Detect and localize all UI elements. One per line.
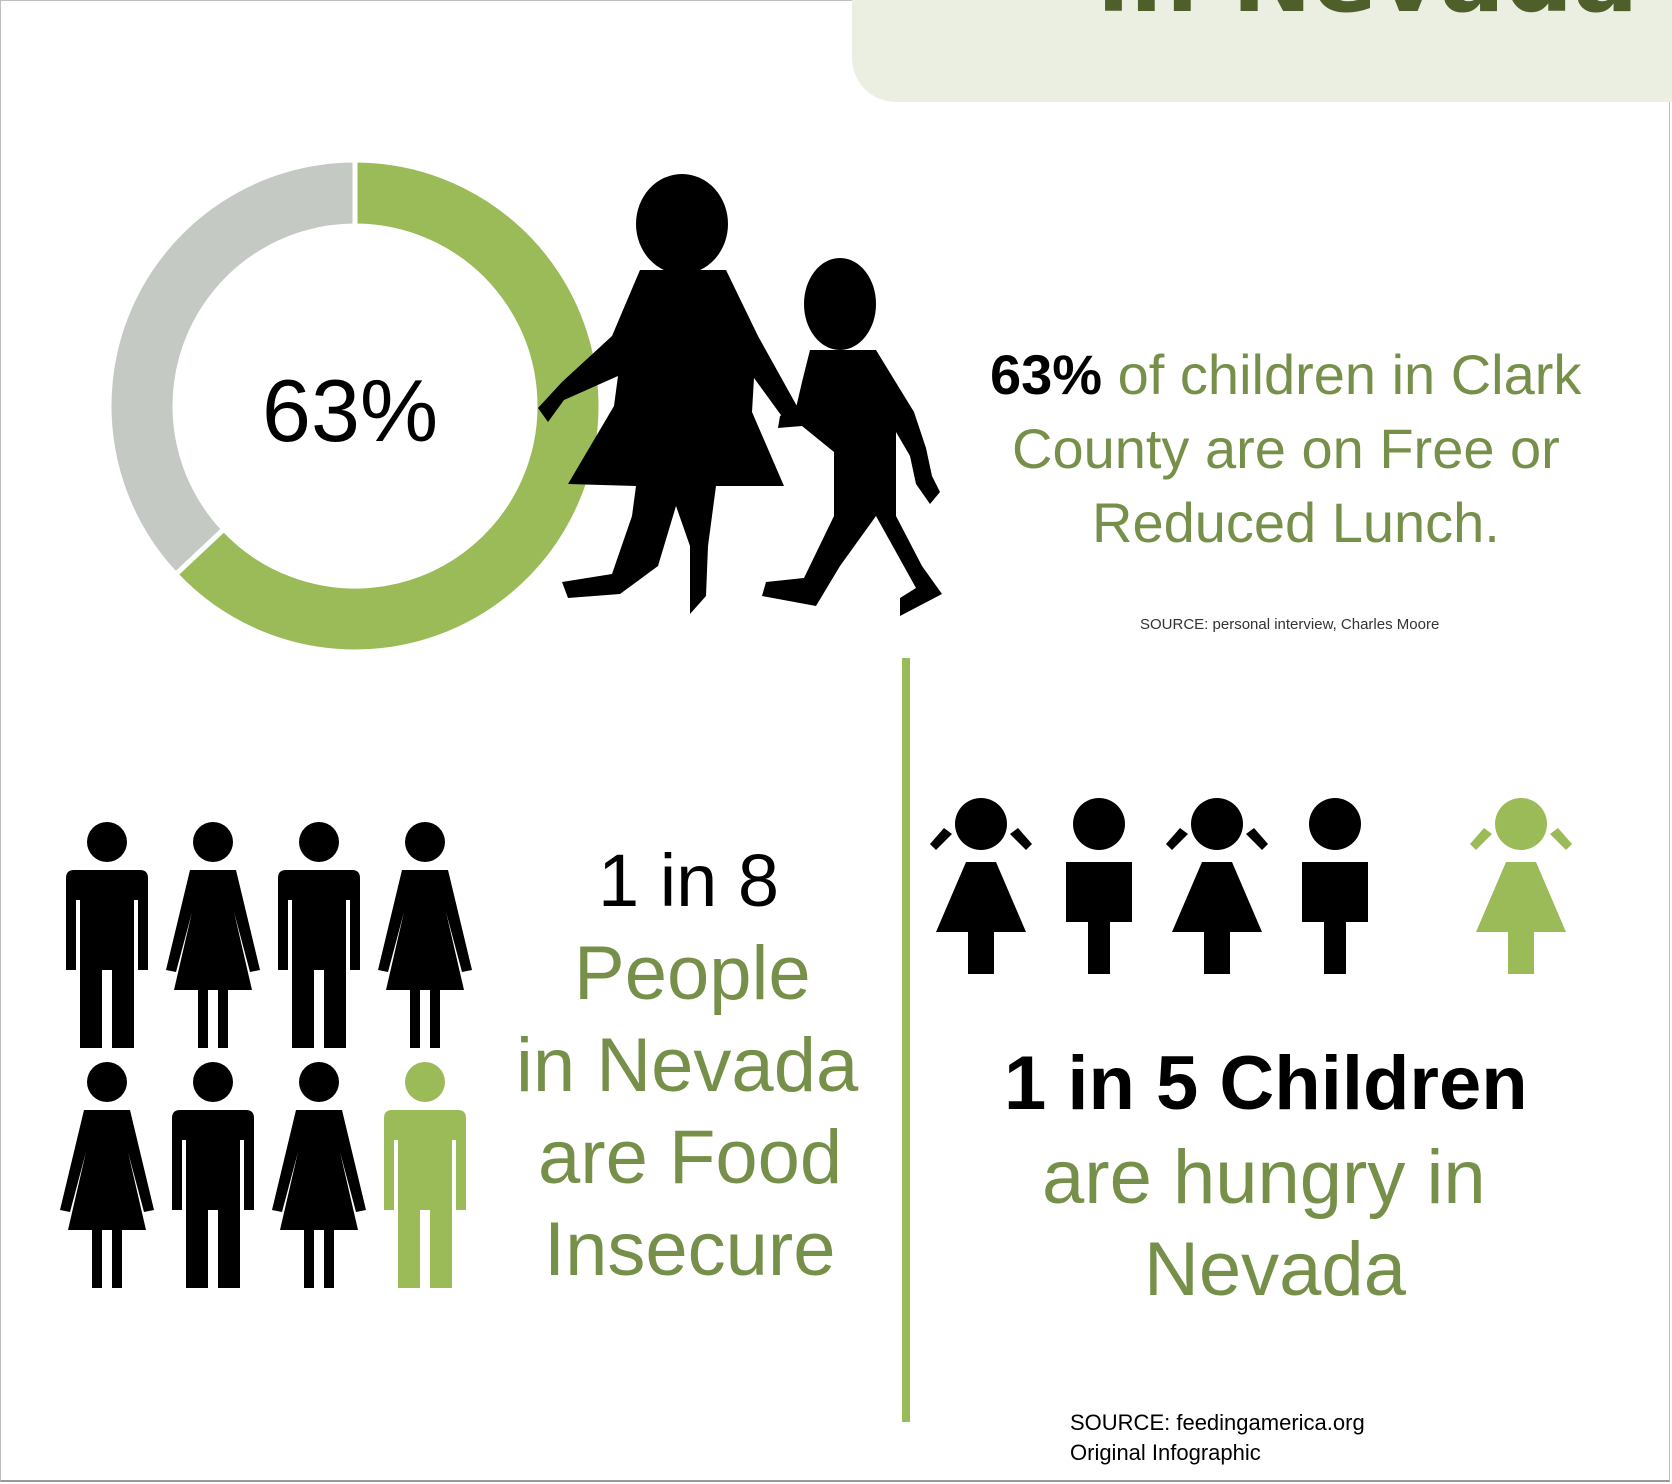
stat2-line2: in Nevada xyxy=(516,1023,859,1108)
stat3-headline: 1 in 5 Children xyxy=(1004,1041,1528,1126)
stat2-headline: 1 in 8 xyxy=(598,839,780,922)
man-icon-7 xyxy=(384,1062,466,1288)
stat3-line1: are hungry in xyxy=(1042,1135,1486,1220)
girl-icon-0 xyxy=(930,798,1032,974)
footer-note: Original Infographic xyxy=(1070,1440,1261,1465)
stat1-text-line3: Reduced Lunch. xyxy=(1092,491,1500,554)
woman-icon-1 xyxy=(166,822,260,1048)
donut-slice-1 xyxy=(106,157,358,578)
stat2-line3: are Food xyxy=(538,1115,843,1200)
man-icon-0 xyxy=(66,822,148,1048)
girl-icon-2 xyxy=(1166,798,1268,974)
woman-icon-3 xyxy=(378,822,472,1048)
man-icon-5 xyxy=(172,1062,254,1288)
stat1-number: 63% xyxy=(990,343,1103,406)
boy-icon-3 xyxy=(1302,798,1368,974)
footer-source: SOURCE: feedingamerica.org Original Info… xyxy=(1070,1408,1365,1468)
boy-icon-1 xyxy=(1066,798,1132,974)
children-walking-icon xyxy=(538,174,942,616)
stat1-text-line1: of children in Clark xyxy=(1117,343,1582,406)
girl-icon-4 xyxy=(1470,798,1572,974)
stat2-line4: Insecure xyxy=(544,1207,836,1292)
title-banner: in Nevada xyxy=(852,0,1672,102)
stat3-line2: Nevada xyxy=(1144,1227,1406,1312)
donut-slice-0 xyxy=(172,157,604,655)
woman-icon-6 xyxy=(272,1062,366,1288)
adults-icon-grid xyxy=(60,822,472,1288)
donut-chart xyxy=(106,157,604,655)
page-title: in Nevada xyxy=(1097,0,1638,26)
stat2-line1: People xyxy=(574,931,811,1016)
stat1-line1: 63% of children in Clark xyxy=(990,342,1581,407)
stat1-source: SOURCE: personal interview, Charles Moor… xyxy=(1140,616,1440,633)
woman-icon-4 xyxy=(60,1062,154,1288)
man-icon-2 xyxy=(278,822,360,1048)
section-divider xyxy=(902,658,910,1422)
stat1-text-line2: County are on Free or xyxy=(1012,417,1560,480)
children-icon-row xyxy=(930,798,1572,974)
donut-center-label: 63% xyxy=(262,361,439,460)
footer-source-text: SOURCE: feedingamerica.org xyxy=(1070,1410,1365,1435)
